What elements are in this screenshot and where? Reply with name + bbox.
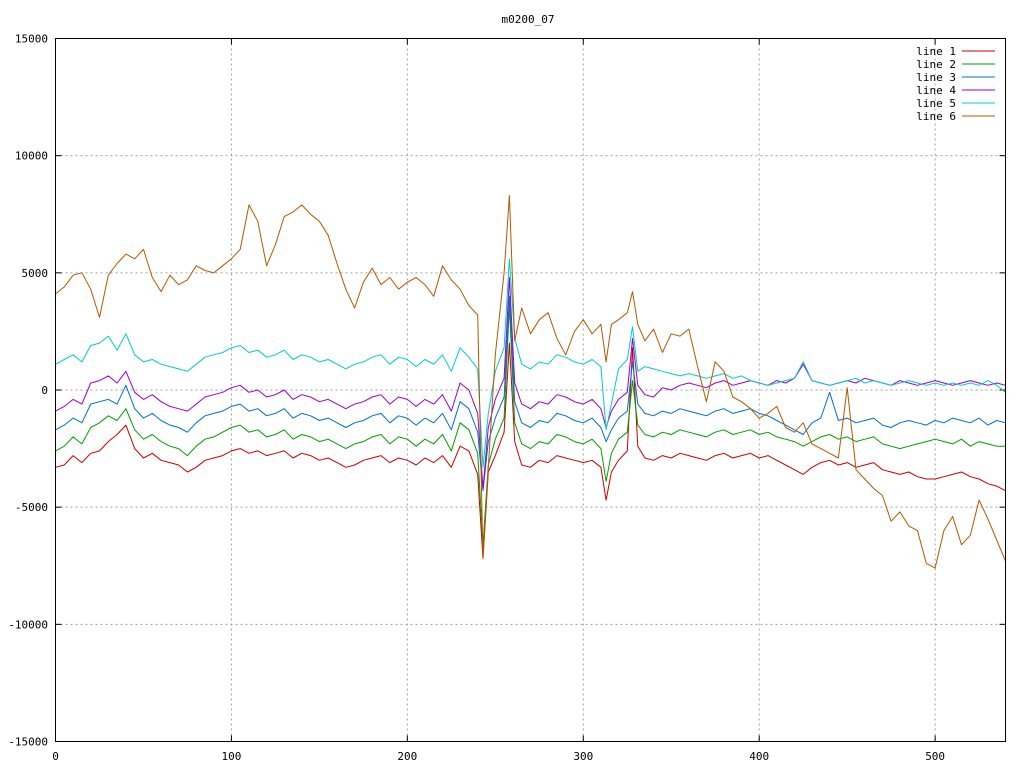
- series-line-6: [55, 195, 1006, 569]
- x-tick-label: 500: [925, 750, 945, 763]
- x-tick-label: 300: [573, 750, 593, 763]
- legend-label: line 2: [916, 58, 956, 71]
- axes: -15000 -10000 -5000 0 5000 10000 15000 0 100 200 3…: [8, 33, 1006, 763]
- y-tick-label: 0: [41, 384, 48, 397]
- x-tick-label: 400: [749, 750, 769, 763]
- series-line-2: [55, 305, 1006, 546]
- series-line-5: [55, 258, 1006, 468]
- series-lines: [55, 195, 1006, 569]
- series-line-3: [55, 295, 1006, 492]
- x-tick-label: 0: [52, 750, 59, 763]
- x-tick-label: 100: [221, 750, 241, 763]
- y-tick-label: -5000: [15, 501, 48, 514]
- y-tick-label: 15000: [15, 33, 48, 46]
- legend-label: line 1: [916, 45, 956, 58]
- legend-label: line 6: [916, 110, 956, 123]
- chart-title: m0200_07: [502, 13, 555, 26]
- legend-label: line 5: [916, 97, 956, 110]
- legend-label: line 3: [916, 71, 956, 84]
- y-tick-label: -10000: [8, 618, 48, 631]
- legend-label: line 4: [916, 84, 956, 97]
- plot-frame: [55, 38, 1006, 742]
- y-tick-label: 10000: [15, 150, 48, 163]
- grid: [55, 38, 1006, 742]
- y-tick-label: 5000: [22, 267, 49, 280]
- series-line-4: [55, 277, 1006, 489]
- x-tick-label: 200: [397, 750, 417, 763]
- y-tick-label: -15000: [8, 736, 48, 749]
- series-line-1: [55, 342, 1006, 560]
